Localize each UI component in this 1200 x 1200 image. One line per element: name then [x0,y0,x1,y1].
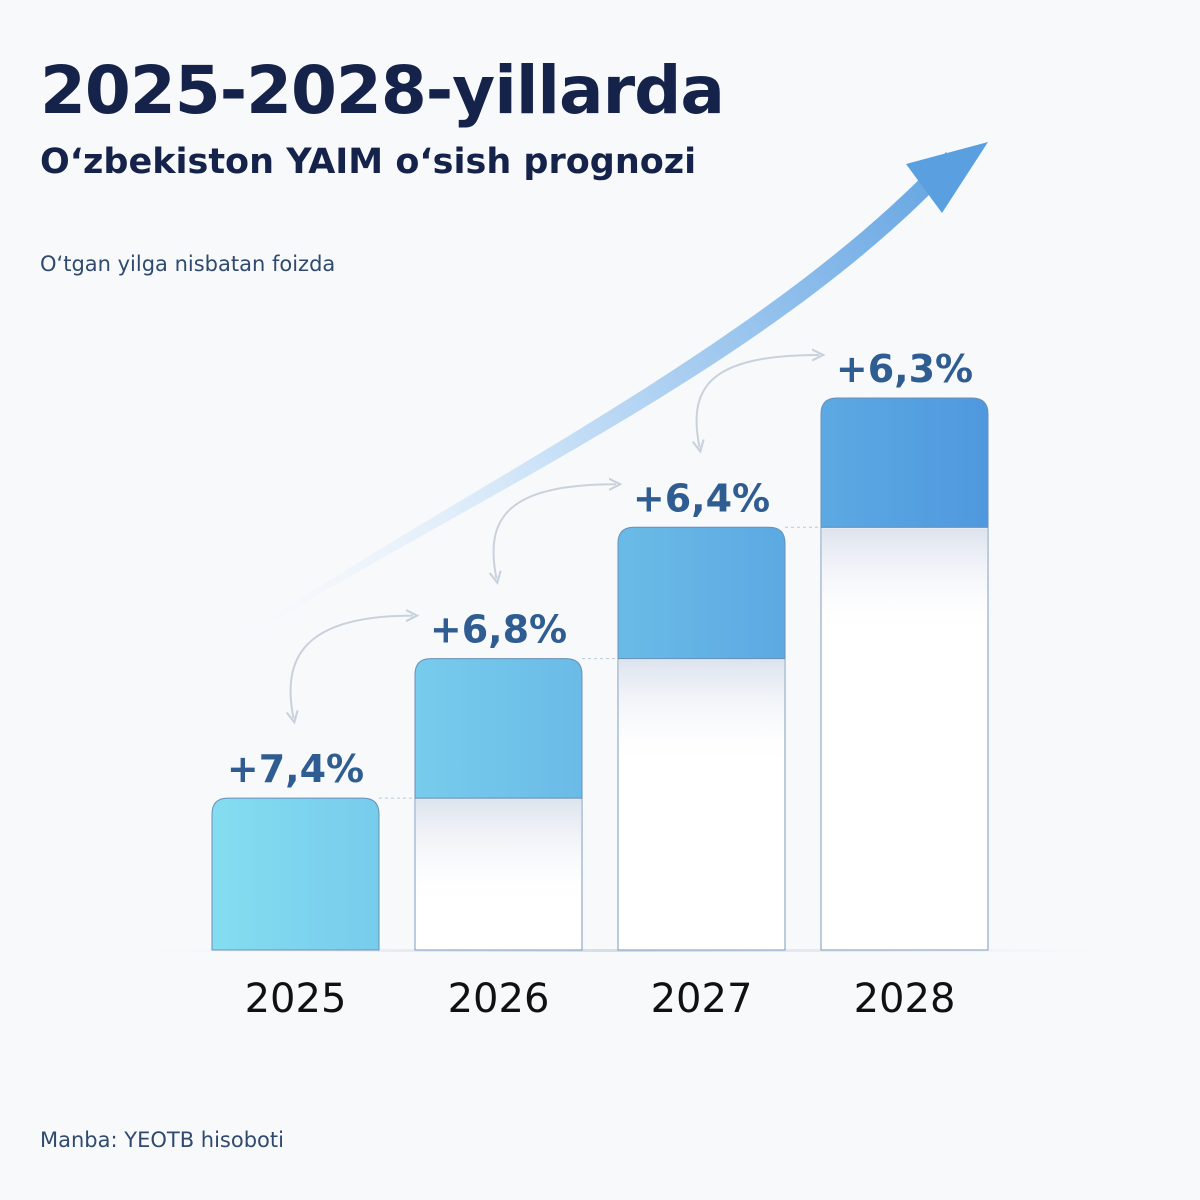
x-tick-2027: 2027 [651,976,753,1022]
growth-arrow-shaft [180,152,958,680]
x-tick-2025: 2025 [245,976,347,1022]
chart-baseline [150,949,1100,952]
connector-arrow-2025 [291,616,413,719]
bar-2025 [211,797,380,951]
bar-2026 [414,658,583,799]
data-label-2028: +6,3% [836,347,973,391]
x-tick-2026: 2026 [448,976,550,1022]
data-label-2027: +6,4% [633,476,770,520]
source-note: Manba: YEOTB hisoboti [40,1128,284,1152]
chart-subtitle: O‘zbekiston YAIM o‘sish prognozi [40,142,697,182]
data-label-2026: +6,8% [430,608,567,652]
x-tick-2028: 2028 [854,976,956,1022]
data-label-2025: +7,4% [227,747,364,791]
connector-arrow-2026 [494,484,616,578]
bar-shade-2027 [619,659,784,770]
bar-shade-2026 [416,799,581,910]
growth-arrow-head [906,142,988,213]
bar-2028 [820,397,989,528]
chart-title: 2025-2028-yillarda [40,52,725,129]
unit-note: O‘tgan yilga nisbatan foizda [40,252,336,276]
bar-shade-2028 [822,528,987,639]
bar-2027 [617,526,786,660]
connector-arrow-2027 [697,355,819,447]
